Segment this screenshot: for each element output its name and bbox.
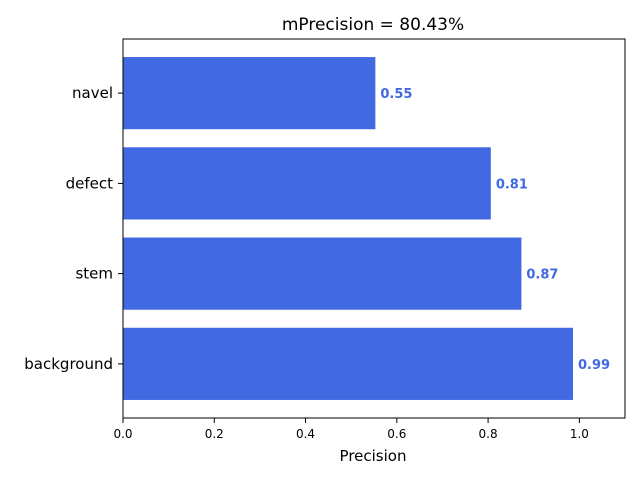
x-tick-label-0: 0.0 <box>113 427 132 441</box>
plot-area: 0.99 background 0.87 stem 0.81 defect 0.55 nave… <box>24 38 626 441</box>
y-tick-label-navel: navel <box>72 84 113 102</box>
x-tick-label-1: 0.2 <box>205 427 224 441</box>
data-label-background: 0.99 <box>578 358 610 373</box>
x-axis-label: Precision <box>340 447 407 465</box>
x-tick-label-4: 0.8 <box>479 427 498 441</box>
bar-navel <box>123 57 376 130</box>
bar-background <box>123 327 573 400</box>
y-tick-label-defect: defect <box>66 174 114 192</box>
bar-defect <box>123 147 491 220</box>
y-tick-label-background: background <box>24 355 113 373</box>
data-label-defect: 0.81 <box>496 177 528 192</box>
data-label-navel: 0.55 <box>380 87 412 102</box>
chart-title: mPrecision = 80.43% <box>282 15 464 35</box>
x-tick-label-3: 0.6 <box>387 427 406 441</box>
y-tick-label-stem: stem <box>75 265 113 283</box>
plot-frame <box>122 38 626 419</box>
data-label-stem: 0.87 <box>526 268 558 283</box>
x-tick-label-2: 0.4 <box>296 427 315 441</box>
x-tick-label-5: 1.0 <box>570 427 589 441</box>
bar-stem <box>123 237 522 310</box>
